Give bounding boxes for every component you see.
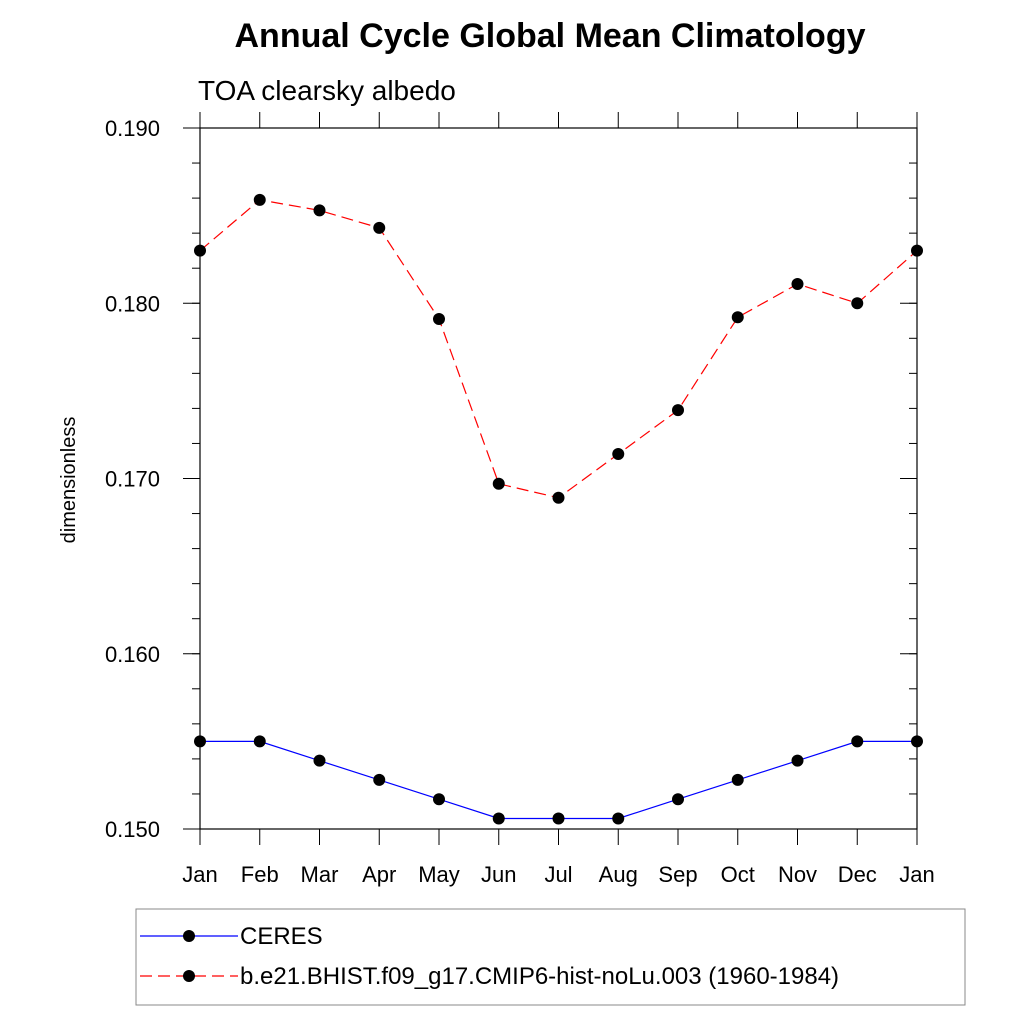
x-tick-label: Oct: [721, 862, 755, 887]
y-tick-label: 0.190: [105, 116, 160, 141]
data-point: [492, 477, 505, 490]
x-tick-label: Dec: [838, 862, 877, 887]
y-axis-label: dimensionless: [58, 417, 80, 544]
legend-box: [135, 908, 966, 1006]
data-point: [791, 277, 804, 290]
x-tick-label: Mar: [301, 862, 339, 887]
legend-marker: [183, 970, 195, 982]
data-point: [194, 244, 206, 257]
x-tick-label: Apr: [362, 862, 396, 887]
legend-label: CERES: [240, 923, 323, 950]
x-tick-labels: Jan Feb Mar Apr May Jun Jul Aug Sep Oct Nov Dec Jan: [182, 862, 934, 887]
series-lines: [199, 199, 918, 820]
x-tick-label: Nov: [778, 862, 817, 887]
y-tick-label: 0.180: [105, 291, 160, 316]
data-point: [313, 754, 326, 767]
data-point: [731, 773, 744, 786]
legend: CERES b.e21.BHIST.f09_g17.CMIP6-hist-noLu…: [140, 923, 839, 990]
series-points: [194, 193, 923, 825]
data-point: [433, 793, 445, 806]
data-point: [612, 812, 625, 825]
data-point: [612, 447, 625, 460]
data-point: [791, 754, 804, 767]
x-tick-label: Feb: [241, 862, 279, 887]
data-point: [911, 735, 923, 748]
data-point: [253, 735, 266, 748]
chart-subtitle: TOA clearsky albedo: [198, 75, 456, 106]
data-point: [552, 812, 565, 825]
data-point: [373, 221, 386, 234]
plot-frame: [199, 127, 918, 830]
data-point: [851, 735, 864, 748]
data-point: [672, 404, 684, 417]
data-point: [433, 313, 445, 326]
data-point: [492, 812, 505, 825]
x-tick-label: May: [418, 862, 460, 887]
y-tick-label: 0.150: [105, 817, 160, 842]
series-line-0: [200, 740, 917, 820]
legend-marker: [183, 930, 195, 942]
data-point: [313, 204, 326, 217]
axis-ticks: [183, 112, 918, 845]
data-point: [194, 735, 206, 748]
data-point: [851, 297, 864, 310]
data-point: [731, 311, 744, 324]
data-point: [672, 793, 684, 806]
legend-label: b.e21.BHIST.f09_g17.CMIP6-hist-noLu.003 …: [240, 963, 839, 990]
y-tick-labels: 0.150 0.160 0.170 0.180 0.190: [105, 116, 160, 842]
data-point: [552, 491, 565, 504]
data-point: [253, 193, 266, 206]
chart-title: Annual Cycle Global Mean Climatology: [235, 17, 866, 55]
x-tick-label: Aug: [599, 862, 638, 887]
y-tick-label: 0.170: [105, 467, 160, 492]
x-tick-label: Jan: [899, 862, 934, 887]
y-tick-label: 0.160: [105, 642, 160, 667]
x-tick-label: Jun: [481, 862, 516, 887]
series-line-1: [199, 199, 918, 499]
x-tick-label: Jul: [544, 862, 572, 887]
x-tick-label: Jan: [182, 862, 217, 887]
data-point: [373, 773, 386, 786]
x-tick-label: Sep: [658, 862, 697, 887]
data-point: [911, 244, 923, 257]
